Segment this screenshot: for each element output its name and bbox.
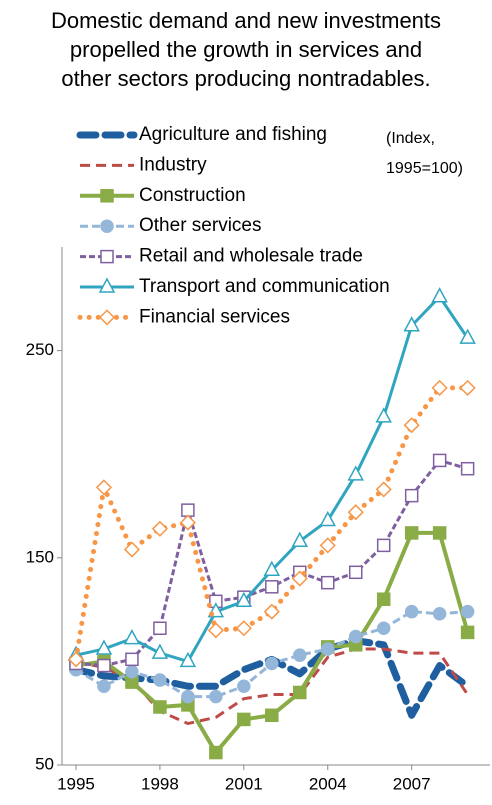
point bbox=[153, 673, 167, 687]
point bbox=[404, 526, 419, 540]
y-tick-label: 50 bbox=[35, 754, 54, 773]
point bbox=[265, 708, 279, 723]
point bbox=[403, 417, 420, 434]
point bbox=[347, 504, 364, 521]
point bbox=[432, 606, 447, 621]
point bbox=[95, 639, 113, 655]
point bbox=[181, 689, 195, 704]
legend-label: Agriculture and fishing bbox=[139, 124, 327, 145]
point bbox=[263, 560, 281, 576]
x-tick-label: 2004 bbox=[309, 774, 347, 793]
point bbox=[348, 565, 363, 580]
point bbox=[403, 316, 420, 332]
point bbox=[209, 689, 223, 704]
legend-label: Other services bbox=[139, 215, 261, 236]
legend-label: Financial services bbox=[139, 306, 290, 327]
point bbox=[293, 648, 307, 662]
point bbox=[97, 679, 111, 694]
point bbox=[235, 591, 253, 608]
legend-label: Construction bbox=[139, 185, 246, 206]
x-tick-label: 1995 bbox=[57, 774, 95, 793]
point bbox=[460, 604, 475, 619]
point bbox=[404, 488, 419, 503]
point bbox=[321, 642, 335, 656]
chart-title: Domestic demand and new investments prop… bbox=[50, 8, 442, 91]
point bbox=[207, 622, 224, 639]
point bbox=[265, 656, 279, 671]
point bbox=[376, 592, 391, 606]
x-tick-label: 1998 bbox=[141, 774, 179, 793]
point bbox=[431, 287, 448, 303]
legend-label: Retail and wholesale trade bbox=[139, 246, 363, 267]
point bbox=[153, 700, 167, 714]
point bbox=[376, 538, 391, 553]
point bbox=[348, 629, 363, 644]
point bbox=[404, 604, 419, 619]
point bbox=[319, 537, 336, 554]
point bbox=[179, 514, 196, 531]
point bbox=[293, 685, 307, 700]
point bbox=[460, 625, 475, 640]
point bbox=[460, 461, 475, 476]
point bbox=[181, 503, 195, 517]
point bbox=[376, 621, 391, 635]
point bbox=[95, 479, 113, 496]
point bbox=[237, 679, 251, 694]
point bbox=[375, 407, 392, 423]
point bbox=[151, 643, 169, 659]
point bbox=[431, 379, 448, 396]
point bbox=[123, 541, 140, 558]
point bbox=[319, 510, 337, 527]
point bbox=[263, 603, 280, 620]
point bbox=[347, 465, 364, 481]
point bbox=[179, 651, 197, 668]
series-line bbox=[73, 385, 471, 662]
point bbox=[375, 481, 392, 498]
annotation: (Index, 1995=100) bbox=[386, 130, 463, 177]
point bbox=[432, 453, 447, 468]
point bbox=[153, 621, 167, 635]
legend-marker bbox=[98, 277, 116, 293]
point bbox=[291, 570, 308, 587]
point bbox=[125, 652, 139, 667]
point bbox=[151, 520, 168, 537]
point bbox=[67, 651, 85, 668]
point bbox=[321, 575, 335, 590]
legend-label: Industry bbox=[139, 154, 207, 175]
x-tick-label: 2001 bbox=[225, 774, 263, 793]
point bbox=[209, 745, 223, 760]
point bbox=[237, 712, 251, 727]
point bbox=[235, 620, 252, 637]
point bbox=[97, 658, 111, 673]
y-tick-label: 150 bbox=[26, 547, 54, 566]
point bbox=[459, 328, 476, 344]
legend-marker bbox=[100, 249, 114, 264]
y-tick-label: 250 bbox=[26, 340, 54, 359]
point bbox=[432, 526, 447, 540]
point bbox=[265, 580, 279, 594]
point bbox=[291, 531, 309, 547]
legend-marker bbox=[100, 219, 114, 233]
legend-label: Transport and communication bbox=[139, 276, 390, 297]
point bbox=[123, 629, 141, 645]
legend-marker bbox=[98, 309, 116, 326]
legend-marker bbox=[100, 189, 114, 203]
point bbox=[125, 665, 139, 679]
x-tick-label: 2007 bbox=[393, 774, 431, 793]
point bbox=[459, 379, 476, 396]
